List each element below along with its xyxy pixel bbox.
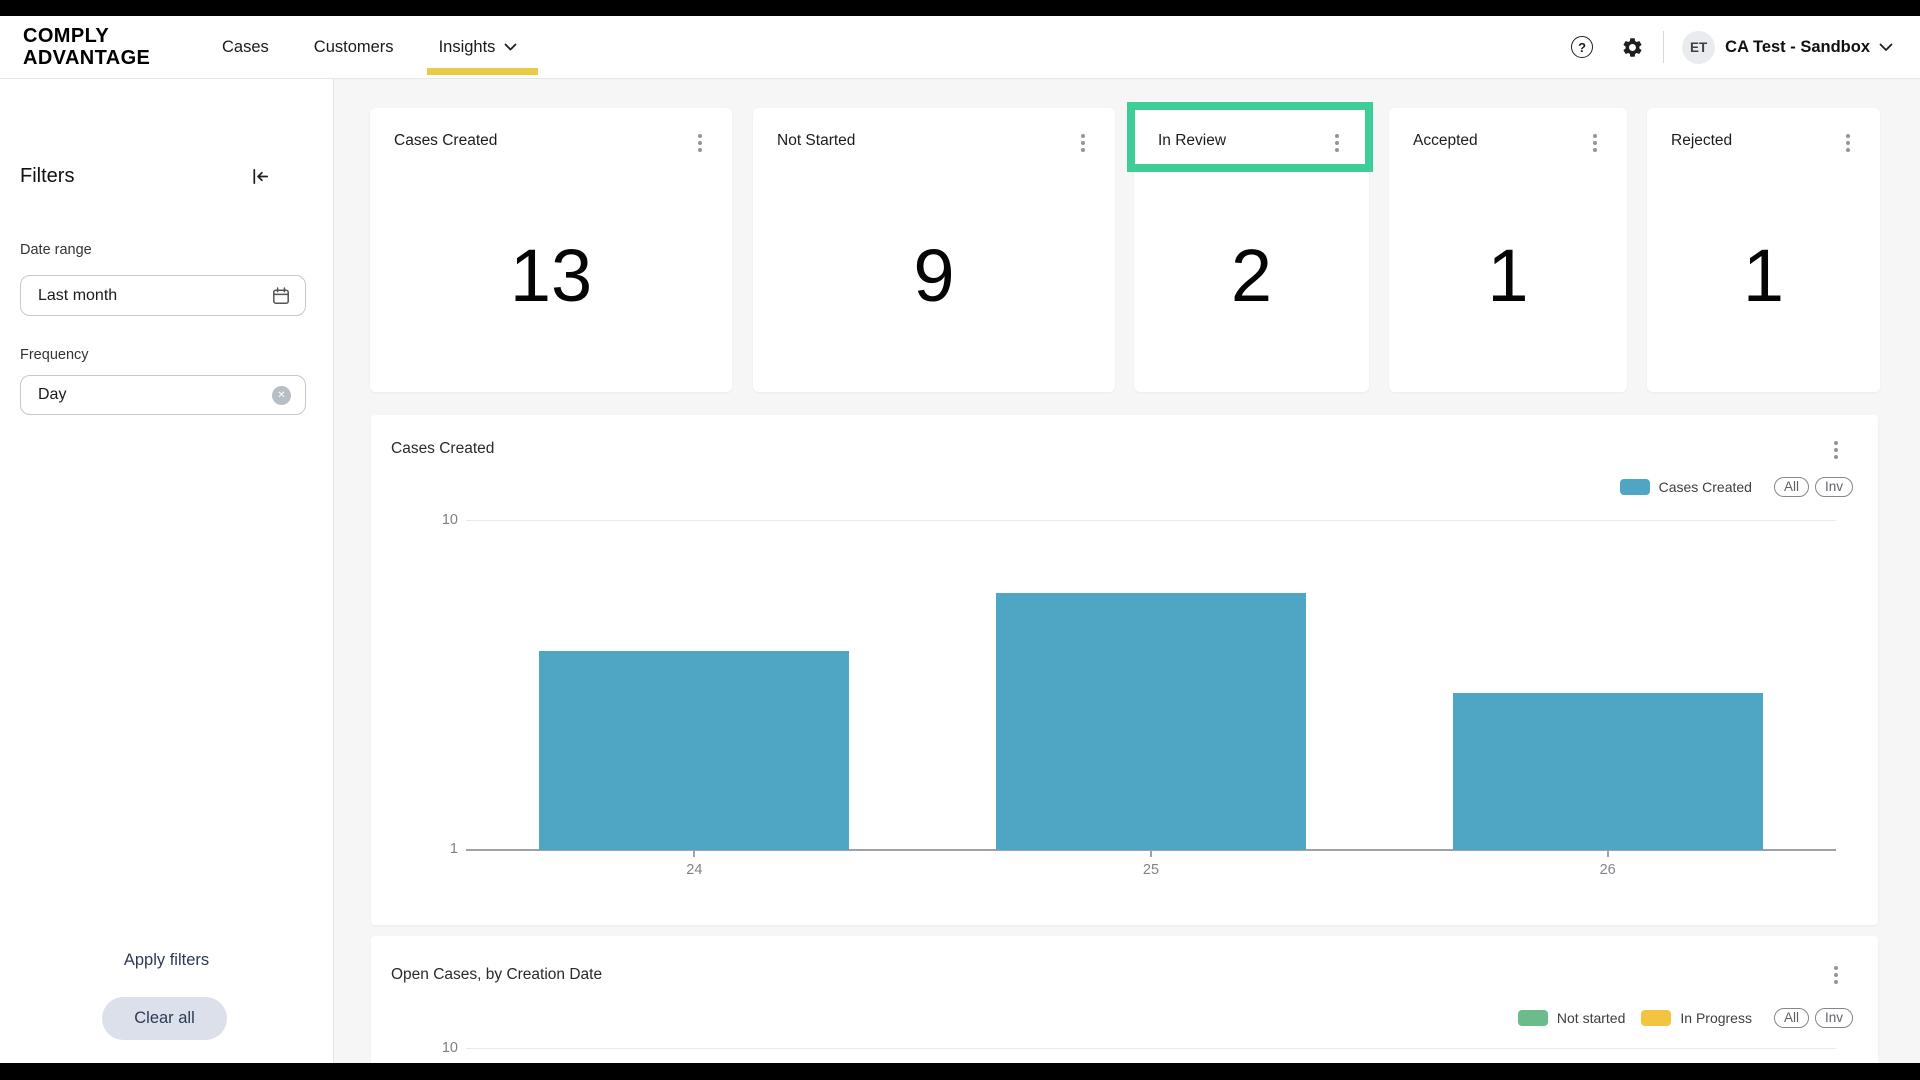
collapse-sidebar-icon[interactable] bbox=[250, 166, 271, 187]
bar-26[interactable] bbox=[1452, 693, 1763, 850]
y-axis-tick: 10 bbox=[441, 1040, 458, 1056]
x-axis-line bbox=[466, 849, 1836, 851]
legend-swatch bbox=[1641, 1010, 1672, 1026]
nav-insights-label: Insights bbox=[438, 37, 496, 56]
x-axis-tick bbox=[1606, 851, 1609, 857]
frequency-label: Frequency bbox=[20, 347, 89, 363]
filters-sidebar: Filters Date range Last month Frequency … bbox=[0, 79, 334, 1063]
legend-label[interactable]: In Progress bbox=[1680, 1010, 1752, 1026]
kebab-menu-icon[interactable] bbox=[696, 132, 704, 154]
clear-all-button[interactable]: Clear all bbox=[102, 997, 227, 1040]
legend-swatch bbox=[1517, 1010, 1548, 1026]
insights-dashboard: Cases Created 13 Not Started 9 In Review… bbox=[0, 16, 1920, 1063]
apply-filters-link[interactable]: Apply filters bbox=[123, 951, 210, 969]
stat-card-value: 9 bbox=[913, 233, 955, 317]
account-name[interactable]: CA Test - Sandbox bbox=[1725, 37, 1870, 56]
date-range-value: Last month bbox=[38, 286, 118, 304]
logo-line2: ADVANTAGE bbox=[23, 47, 151, 69]
kebab-menu-icon[interactable] bbox=[1832, 964, 1840, 986]
stat-card-value: 1 bbox=[1742, 233, 1785, 317]
stat-card-rejected: Rejected 1 bbox=[1647, 108, 1880, 392]
stat-card-title: In Review bbox=[1158, 132, 1227, 149]
gridline bbox=[466, 1048, 1836, 1049]
bar-25[interactable] bbox=[996, 593, 1306, 850]
help-button[interactable]: ? bbox=[1570, 35, 1594, 59]
stat-card-title: Not Started bbox=[777, 132, 856, 149]
header-divider bbox=[1663, 31, 1665, 63]
cases-created-chart-panel: Cases Created Cases Created All Inv 10 1… bbox=[371, 415, 1878, 925]
stat-card-cases-created: Cases Created 13 bbox=[370, 108, 732, 392]
open-cases-chart-panel: Open Cases, by Creation Date Not started… bbox=[371, 936, 1878, 1063]
nav-customers[interactable]: Customers bbox=[313, 37, 394, 56]
toggle-all[interactable]: All bbox=[1773, 477, 1809, 497]
help-icon: ? bbox=[1571, 36, 1594, 58]
nav-cases[interactable]: Cases bbox=[222, 37, 269, 56]
stat-card-in-review: In Review 2 bbox=[1134, 108, 1369, 392]
stat-card-value: 2 bbox=[1230, 233, 1273, 317]
chevron-down-icon[interactable] bbox=[1879, 43, 1893, 52]
chart-title: Cases Created bbox=[391, 440, 495, 457]
main-nav: Cases Customers Insights bbox=[222, 16, 517, 78]
x-axis-label: 25 bbox=[1142, 862, 1160, 878]
clear-circle-icon[interactable]: ✕ bbox=[272, 385, 291, 405]
chevron-down-icon bbox=[505, 43, 517, 51]
frequency-field[interactable]: Day ✕ bbox=[20, 375, 306, 415]
legend-label[interactable]: Not started bbox=[1556, 1010, 1626, 1026]
x-axis-label: 26 bbox=[1599, 862, 1616, 878]
legend-label[interactable]: Cases Created bbox=[1658, 479, 1752, 495]
stat-card-title: Cases Created bbox=[394, 132, 498, 149]
stat-card-value: 1 bbox=[1487, 233, 1529, 317]
chart-legend: Not started In Progress All Inv bbox=[1517, 1008, 1853, 1028]
top-bar-actions: ? ET CA Test - Sandbox bbox=[1570, 16, 1893, 78]
stat-card-title: Rejected bbox=[1671, 132, 1733, 149]
kebab-menu-icon[interactable] bbox=[1591, 132, 1599, 154]
app-window: COMPLY ADVANTAGE Cases Customers Insight… bbox=[0, 16, 1920, 1063]
stat-card-accepted: Accepted 1 bbox=[1389, 108, 1627, 392]
toggle-inv[interactable]: Inv bbox=[1814, 477, 1853, 497]
kebab-menu-icon[interactable] bbox=[1079, 132, 1087, 154]
kebab-menu-icon[interactable] bbox=[1333, 132, 1341, 154]
filters-title: Filters bbox=[20, 165, 75, 187]
legend-swatch bbox=[1619, 479, 1650, 495]
stat-card-value: 13 bbox=[509, 233, 593, 317]
kebab-menu-icon[interactable] bbox=[1832, 439, 1840, 461]
logo-line1: COMPLY bbox=[23, 25, 110, 47]
date-range-label: Date range bbox=[20, 242, 92, 258]
gear-icon bbox=[1623, 37, 1642, 57]
bar-24[interactable] bbox=[539, 651, 850, 850]
x-axis-tick bbox=[1150, 851, 1152, 857]
settings-button[interactable] bbox=[1620, 35, 1644, 59]
top-nav: COMPLY ADVANTAGE Cases Customers Insight… bbox=[0, 16, 1920, 79]
active-nav-underline bbox=[427, 68, 538, 75]
toggle-inv[interactable]: Inv bbox=[1814, 1008, 1853, 1028]
chart-title: Open Cases, by Creation Date bbox=[391, 966, 603, 983]
date-range-field[interactable]: Last month bbox=[20, 275, 306, 316]
x-axis-label: 24 bbox=[686, 862, 703, 878]
x-axis-tick bbox=[693, 851, 696, 857]
kebab-menu-icon[interactable] bbox=[1844, 132, 1852, 154]
logo: COMPLY ADVANTAGE bbox=[23, 25, 150, 69]
gridline bbox=[466, 520, 1836, 521]
avatar[interactable]: ET bbox=[1682, 30, 1716, 64]
nav-insights[interactable]: Insights bbox=[439, 38, 518, 57]
chart-legend: Cases Created All Inv bbox=[1619, 477, 1853, 497]
toggle-all[interactable]: All bbox=[1773, 1008, 1809, 1028]
stat-card-not-started: Not Started 9 bbox=[753, 108, 1115, 392]
frequency-value: Day bbox=[38, 386, 67, 403]
y-axis-tick: 10 bbox=[441, 512, 458, 528]
y-axis-tick: 1 bbox=[449, 841, 458, 857]
calendar-icon bbox=[273, 286, 289, 304]
stat-card-title: Accepted bbox=[1413, 132, 1478, 149]
